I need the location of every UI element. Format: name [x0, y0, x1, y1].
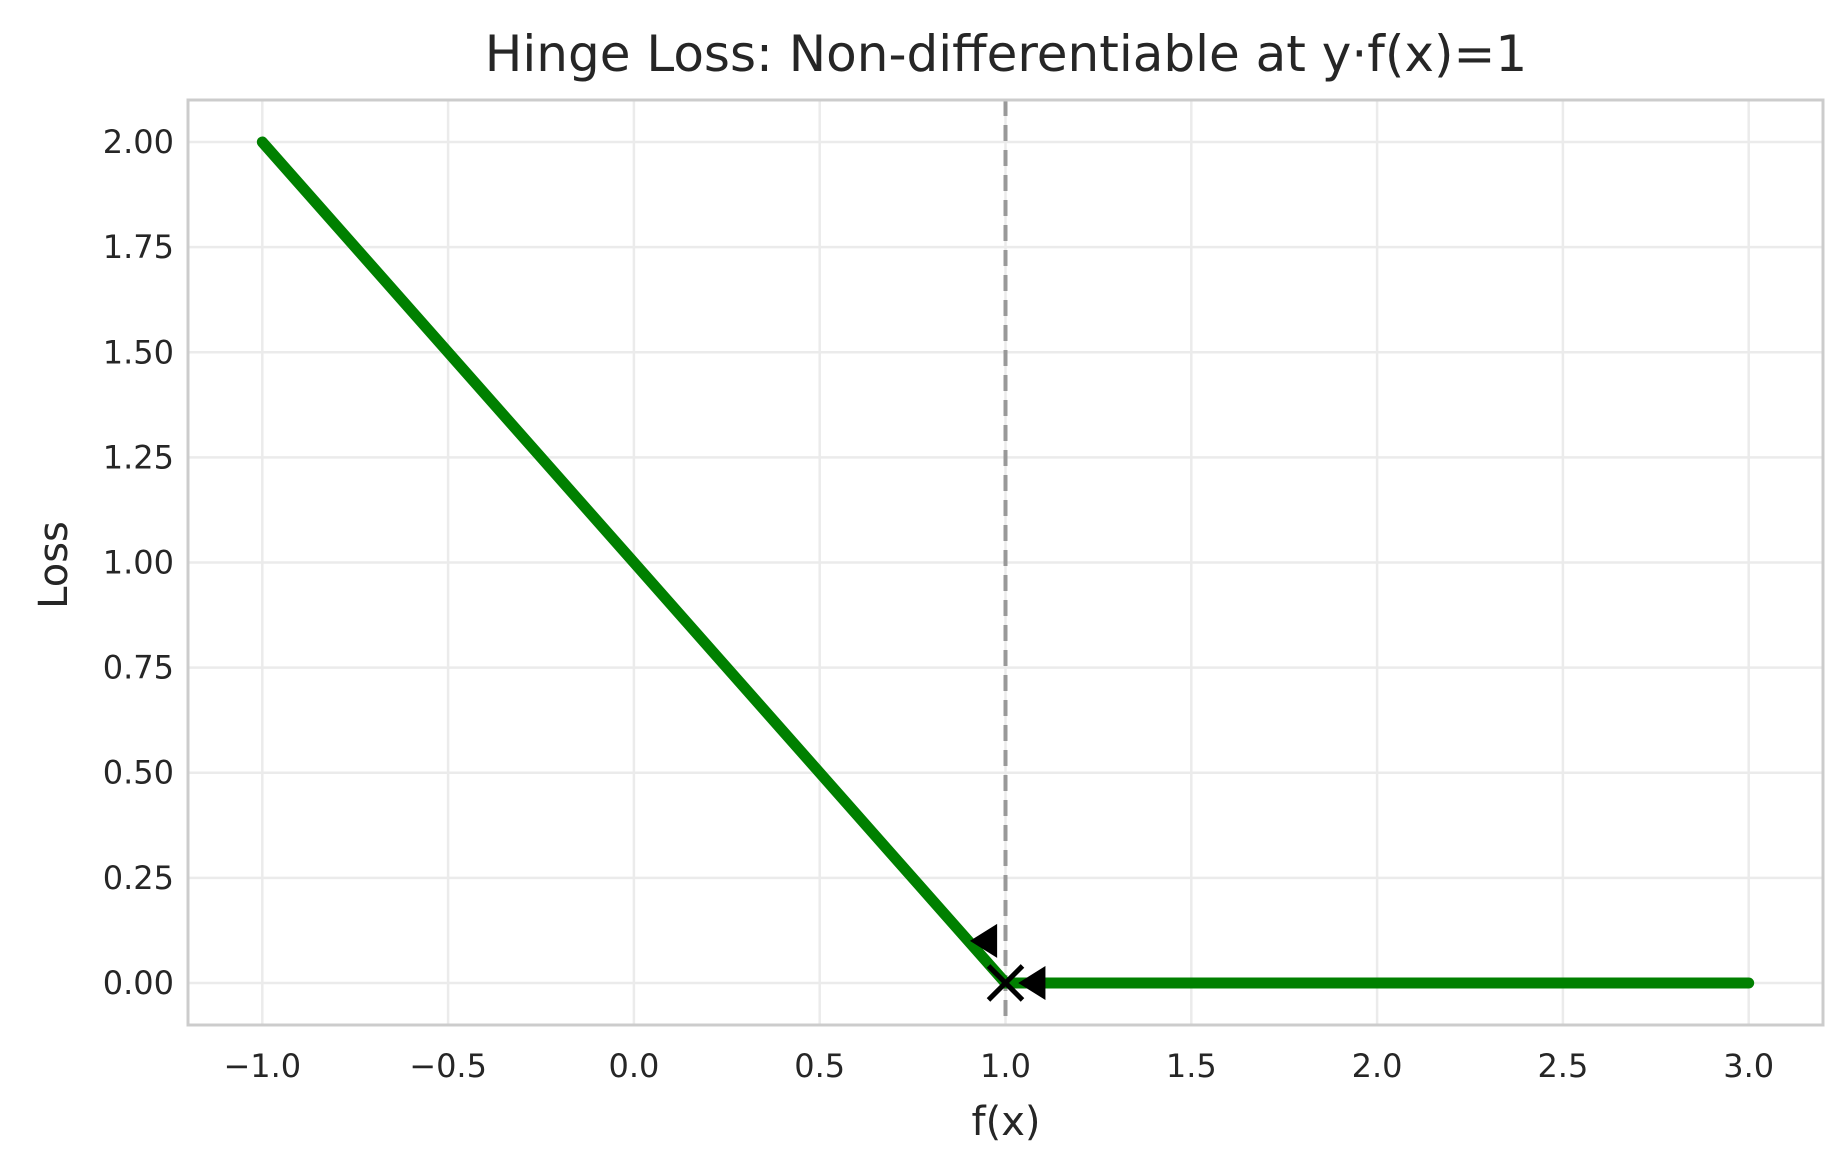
x-marker — [986, 964, 1025, 1002]
y-tick-labels: 0.00 0.25 0.50 0.75 1.00 1.25 1.50 1.75 2.00 — [103, 123, 174, 1002]
y-tick-label: 0.25 — [103, 859, 174, 897]
y-tick-label: 1.25 — [103, 438, 174, 476]
chart-title: Hinge Loss: Non-differentiable at y·f(x)… — [485, 25, 1527, 83]
x-axis-label: f(x) — [972, 1099, 1041, 1145]
y-axis-label: Loss — [31, 521, 77, 609]
x-tick-label: 0.5 — [794, 1047, 845, 1085]
x-tick-label: −0.5 — [409, 1047, 487, 1085]
x-tick-label: 1.0 — [980, 1047, 1031, 1085]
x-tick-label: 1.5 — [1166, 1047, 1217, 1085]
x-tick-label: 0.0 — [608, 1047, 659, 1085]
x-tick-label: 2.5 — [1537, 1047, 1588, 1085]
x-marker-stroke — [986, 964, 1025, 1002]
y-tick-label: 1.50 — [103, 333, 174, 371]
x-tick-label: −1.0 — [223, 1047, 301, 1085]
x-tick-label: 3.0 — [1723, 1047, 1774, 1085]
triangle-marker — [969, 923, 998, 958]
marker-layer — [969, 923, 1046, 1002]
y-tick-label: 2.00 — [103, 123, 174, 161]
x-tick-labels: −1.0 −0.5 0.0 0.5 1.0 1.5 2.0 2.5 3.0 — [223, 1047, 1774, 1085]
y-tick-label: 0.75 — [103, 649, 174, 687]
y-tick-label: 1.75 — [103, 228, 174, 266]
triangle-marker — [1018, 965, 1046, 1000]
x-tick-label: 2.0 — [1352, 1047, 1403, 1085]
plot-frame — [186, 98, 1825, 1027]
y-tick-label: 0.50 — [103, 754, 174, 792]
y-tick-label: 0.00 — [103, 964, 174, 1002]
y-tick-label: 1.00 — [103, 544, 174, 582]
